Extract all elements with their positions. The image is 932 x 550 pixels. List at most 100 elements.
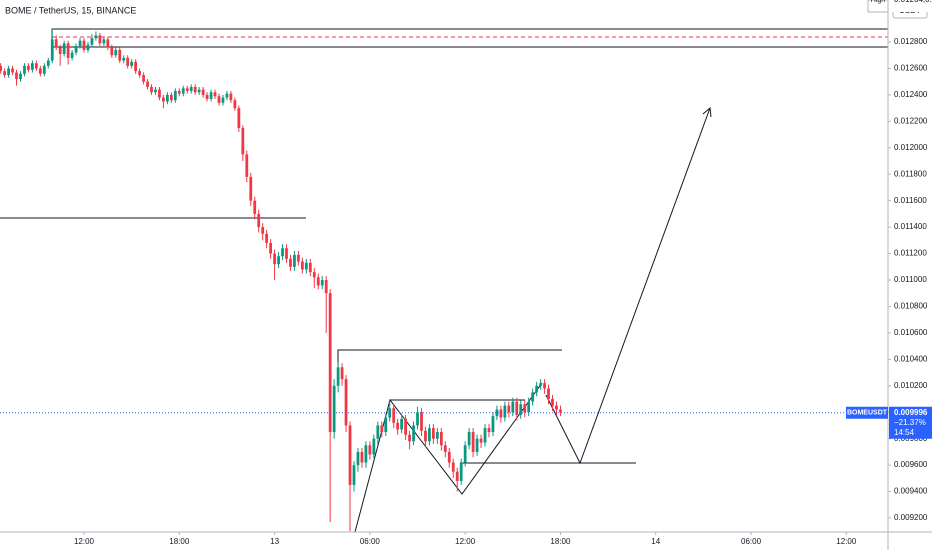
candle-body — [336, 367, 340, 386]
y-tick-label: 0.012200 — [894, 116, 928, 125]
candle-body — [189, 86, 193, 91]
candle-body — [82, 40, 86, 50]
candle-body — [0, 65, 3, 72]
candle-body — [233, 100, 237, 109]
candle-body — [90, 38, 94, 45]
candle-body — [94, 35, 98, 39]
candle-body — [487, 428, 491, 433]
candle-body — [31, 63, 34, 70]
candle-body — [122, 57, 126, 61]
candle-body — [479, 438, 483, 443]
candle-body — [527, 401, 531, 413]
candle-body — [384, 417, 388, 433]
price-change: −21.37% — [894, 418, 926, 427]
candle-body — [289, 258, 292, 267]
candle-body — [332, 385, 336, 433]
candle-body — [324, 280, 328, 294]
candle-body — [471, 432, 475, 452]
candle-body — [74, 46, 78, 53]
candle-body — [277, 256, 280, 265]
candle-body — [11, 68, 14, 73]
candle-body — [269, 242, 273, 254]
candle-body — [320, 280, 324, 286]
candle-body — [368, 445, 372, 455]
last-price-box — [889, 406, 932, 439]
candle-body — [523, 404, 527, 413]
candle-body — [428, 428, 431, 442]
candle-body — [300, 261, 304, 270]
candle-body — [447, 451, 451, 463]
chart-title: BOME / TetherUS, 15, BINANCE — [5, 5, 136, 15]
x-tick-label: 06:00 — [741, 537, 762, 546]
x-tick-label: 12:00 — [836, 537, 857, 546]
candle-body — [173, 90, 177, 101]
candle-body — [42, 65, 46, 74]
candle-body — [265, 233, 269, 243]
candle-body — [197, 89, 201, 93]
candle-body — [408, 434, 411, 442]
candle-body — [451, 462, 455, 472]
candle-body — [209, 92, 213, 99]
x-tick-label: 12:00 — [455, 537, 476, 546]
candle-body — [126, 57, 130, 66]
high-price-box — [889, 0, 932, 12]
candle-body — [352, 465, 356, 485]
candle-body — [50, 39, 54, 61]
candle-body — [3, 71, 6, 76]
candle-body — [420, 412, 423, 431]
candle-body — [304, 262, 308, 270]
candle-body — [110, 47, 114, 56]
x-tick-label: 14 — [651, 537, 660, 546]
candle-body — [432, 428, 435, 439]
candle-body — [62, 43, 66, 54]
high-tag-label: High — [871, 0, 886, 4]
candle-body — [364, 445, 368, 463]
y-tick-label: 0.011000 — [894, 275, 927, 284]
axis-labels: 0.0092000.0094000.0096000.0098000.010000… — [74, 0, 932, 546]
candle-body — [491, 416, 495, 433]
candle-body — [253, 200, 257, 214]
candle-body — [118, 49, 122, 61]
candle-body — [467, 432, 471, 446]
candle-body — [213, 92, 217, 97]
candle-body — [547, 388, 550, 399]
candle-body — [424, 430, 427, 442]
candle-body — [102, 39, 106, 44]
candle-body — [38, 68, 42, 74]
candle-body — [146, 81, 149, 87]
candle-body — [344, 379, 348, 426]
candle-body — [193, 86, 197, 93]
candle-body — [229, 93, 233, 101]
candle-body — [360, 451, 364, 463]
x-tick-label: 06:00 — [360, 537, 381, 546]
candle-body — [177, 90, 181, 94]
y-tick-label: 0.010800 — [894, 302, 928, 311]
y-tick-label: 0.010200 — [894, 381, 928, 390]
candle-body — [257, 213, 261, 228]
candle-body — [245, 154, 249, 177]
y-tick-label: 0.009200 — [894, 513, 928, 522]
candle-body — [241, 127, 245, 155]
x-tick-label: 13 — [270, 537, 279, 546]
candle-body — [348, 425, 352, 485]
y-tick-label: 0.012600 — [894, 64, 928, 73]
candle-body — [495, 409, 499, 417]
candle-body — [15, 72, 18, 80]
candle-body — [372, 438, 376, 455]
candle-body — [165, 94, 169, 102]
candle-body — [66, 43, 70, 58]
candle-body — [308, 262, 312, 273]
price-axis — [888, 0, 932, 550]
candle-body — [435, 432, 439, 439]
candle-body — [114, 49, 118, 56]
y-tick-label: 0.010400 — [894, 354, 928, 363]
candle-body — [130, 61, 134, 66]
candle-body — [237, 108, 241, 128]
x-tick-label: 12:00 — [74, 537, 95, 546]
y-tick-label: 0.009400 — [894, 487, 928, 496]
candle-body — [273, 253, 276, 265]
candle-body — [70, 52, 74, 58]
symbol-tag-label: BOMEUSDT — [847, 410, 888, 417]
candle-body — [499, 409, 503, 418]
candle-body — [185, 88, 189, 91]
